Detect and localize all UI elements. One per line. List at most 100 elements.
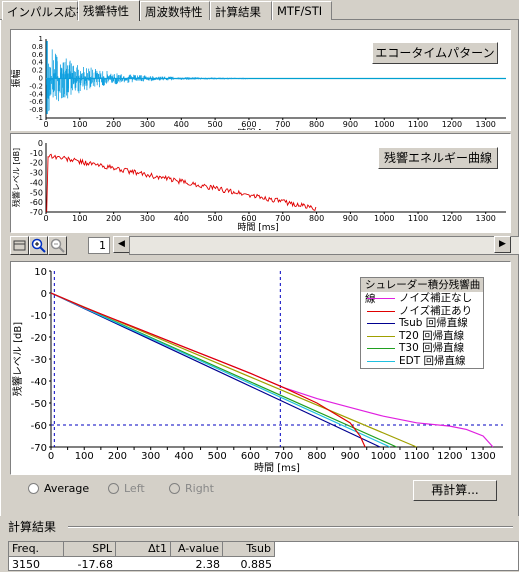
scroll-right-icon[interactable]: ▶ — [494, 236, 511, 253]
series-line — [50, 292, 391, 448]
echo-time-pattern-button[interactable]: エコータイムパターン — [372, 42, 498, 64]
x-axis-label: 時間 [ms] — [237, 222, 278, 232]
tick-label: -20 — [30, 159, 43, 168]
y-axis-label: 振幅 — [11, 69, 22, 87]
tick-label: -60 — [30, 198, 43, 207]
left-label: Left — [124, 482, 145, 495]
average-radio[interactable]: Average — [28, 482, 89, 498]
tick-label: 700 — [275, 214, 290, 223]
tick-label: 0 — [39, 75, 43, 83]
plot-toolbar: 1 ◀ ▶ — [10, 236, 519, 256]
tick-label: 800 — [307, 451, 326, 462]
legend-swatch — [367, 335, 395, 337]
legend-item: ノイズ補正なし — [361, 292, 483, 305]
tick-label: -30 — [31, 355, 47, 366]
legend-item: T30 回帰直線 — [361, 342, 483, 355]
legend-swatch — [367, 360, 395, 362]
scroll-left-icon[interactable]: ◀ — [113, 236, 130, 253]
header-tsub[interactable]: Tsub — [223, 542, 275, 557]
tick-label: -40 — [31, 377, 47, 388]
tick-label: 400 — [174, 451, 193, 462]
tick-label: -50 — [31, 399, 47, 410]
tick-label: 700 — [275, 120, 290, 129]
tick-label: 1200 — [437, 451, 462, 462]
tick-label: 1100 — [404, 451, 429, 462]
tick-label: 0 — [41, 289, 47, 300]
right-radio[interactable]: Right — [169, 482, 214, 498]
tick-label: 400 — [174, 214, 189, 223]
tick-label: 1100 — [408, 214, 428, 223]
tab-results[interactable]: 計算結果 — [210, 1, 272, 20]
tick-label: 1100 — [408, 120, 428, 129]
tick-label: -60 — [31, 421, 47, 432]
table-cell: 3150 — [12, 558, 40, 571]
tick-label: 900 — [341, 451, 360, 462]
tick-label: 100 — [72, 214, 87, 223]
tab-bar: インパルス応答 残響特性 周波数特性 計算結果 MTF/STI — [0, 0, 519, 21]
tick-label: 1200 — [442, 214, 462, 223]
horizontal-scrollbar[interactable] — [129, 236, 519, 255]
table-cell: 2.38 — [195, 558, 221, 571]
tick-label: 500 — [207, 120, 222, 129]
tick-label: 1300 — [476, 214, 496, 223]
tick-label: 0.2 — [32, 67, 43, 75]
header-spl[interactable]: SPL — [64, 542, 116, 557]
tick-label: 1300 — [470, 451, 495, 462]
results-title: 計算結果 — [8, 520, 57, 534]
energy-decay-curve — [46, 153, 317, 213]
tick-label: 200 — [108, 451, 127, 462]
tab-mtf-sti[interactable]: MTF/STI — [272, 1, 332, 20]
tick-label: -70 — [31, 443, 47, 454]
energy-curve-button[interactable]: 残響エネルギー曲線 — [378, 147, 498, 169]
tick-label: -40 — [30, 178, 43, 187]
x-axis-label: 時間 [ms] — [237, 128, 278, 130]
tick-label: 10 — [34, 267, 47, 278]
tick-label: 1300 — [476, 120, 496, 129]
header-freq[interactable]: Freq. — [9, 542, 64, 557]
header-dt1[interactable]: Δt1 — [116, 542, 171, 557]
fit-view-icon[interactable] — [10, 236, 29, 255]
tick-label: 1200 — [442, 120, 462, 129]
legend-label: T20 回帰直線 — [399, 329, 465, 342]
legend-item: ノイズ補正あり — [361, 305, 483, 318]
tick-label: 600 — [241, 451, 260, 462]
legend-item: EDT 回帰直線 — [361, 355, 483, 368]
page-number-field[interactable]: 1 — [88, 237, 110, 254]
x-axis-label: 時間 [ms] — [254, 462, 300, 474]
tab-impulse-response[interactable]: インパルス応答 — [2, 1, 88, 20]
legend-label: EDT 回帰直線 — [399, 354, 466, 367]
tick-label: -70 — [30, 208, 43, 217]
tick-label: 0.8 — [32, 43, 43, 51]
legend-swatch — [367, 348, 395, 349]
tick-label: -0.6 — [29, 98, 43, 106]
legend-label: T30 回帰直線 — [399, 342, 465, 354]
legend-swatch — [367, 310, 395, 312]
legend-swatch — [367, 323, 395, 324]
impulse-waveform — [46, 49, 250, 113]
tick-label: 600 — [241, 214, 256, 223]
recalculate-button[interactable]: 再計算... — [413, 480, 497, 501]
schroeder-curve-plot: 10 0 -10 -20 -30 -40 -50 -60 -70 0 100 200 300 400 500… — [10, 261, 511, 475]
left-radio[interactable]: Left — [108, 482, 145, 498]
tab-reverberation[interactable]: 残響特性 — [78, 0, 140, 21]
zoom-out-icon[interactable] — [48, 236, 67, 255]
tab-frequency[interactable]: 周波数特性 — [140, 1, 210, 20]
legend-label: ノイズ補正あり — [399, 304, 473, 317]
zoom-in-icon[interactable] — [29, 236, 48, 255]
tick-label: 800 — [309, 214, 324, 223]
radio-icon — [169, 483, 180, 494]
tick-label: 0 — [43, 120, 48, 129]
tick-label: 200 — [106, 214, 121, 223]
tick-label: -0.2 — [29, 82, 43, 90]
tick-label: 500 — [208, 451, 227, 462]
tick-label: 300 — [140, 214, 155, 223]
series-line — [50, 292, 381, 448]
header-a-value[interactable]: A-value — [171, 542, 223, 557]
tick-label: -1 — [36, 114, 43, 122]
radio-icon — [108, 483, 119, 494]
legend-item: Tsub 回帰直線 — [361, 317, 483, 330]
table-cell: 0.885 — [240, 558, 273, 571]
average-label: Average — [44, 482, 90, 495]
results-table: Freq. SPL Δt1 A-value Tsub 3150 -17.68 2… — [8, 541, 519, 571]
tick-label: 300 — [141, 451, 160, 462]
